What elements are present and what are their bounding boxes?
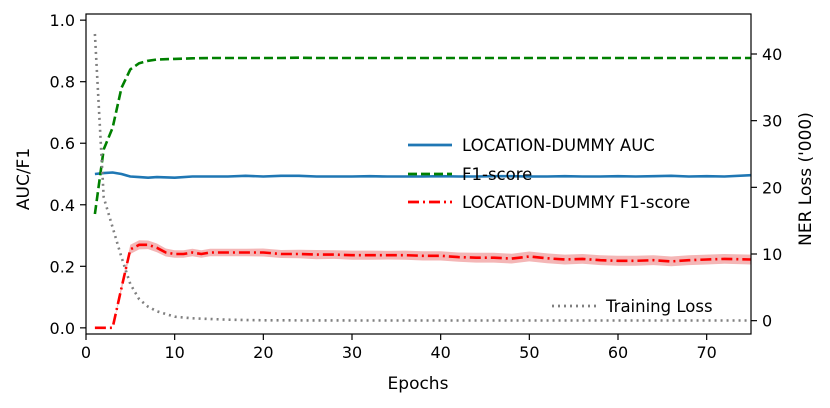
x-tick-label: 60	[608, 343, 628, 362]
x-tick-label: 50	[519, 343, 539, 362]
legend-label-dummy-f1: LOCATION-DUMMY F1-score	[462, 193, 690, 212]
legend-upper: LOCATION-DUMMY AUC F1-score LOCATION-DUM…	[408, 136, 690, 212]
x-tick-label: 30	[342, 343, 362, 362]
line-layer	[93, 33, 752, 330]
right-axis-title: NER Loss ('000)	[796, 112, 816, 246]
left-axis-title: AUC/F1	[14, 148, 34, 210]
series-line-training-loss	[93, 33, 751, 322]
right-tick-label: 40	[762, 45, 782, 64]
left-tick-label: 0.4	[50, 196, 75, 215]
left-tick-label: 0.8	[50, 73, 75, 92]
axes-layer	[85, 13, 752, 335]
x-tick-label: 40	[430, 343, 450, 362]
left-tick-label: 0.0	[50, 319, 75, 338]
left-tick-label: 0.2	[50, 257, 75, 276]
band-location-dummy-f1-score	[94, 240, 751, 328]
legend-label-f1: F1-score	[462, 165, 532, 184]
series-line-location-dummy-f1-score	[94, 243, 752, 330]
right-tick-label: 0	[762, 312, 772, 331]
x-axis-title: Epochs	[388, 374, 449, 394]
band-layer	[94, 240, 751, 328]
x-tick-label: 20	[253, 343, 273, 362]
series-line-f1-score	[93, 56, 751, 215]
left-tick-label: 0.6	[50, 134, 75, 153]
series-line-location-dummy-auc	[94, 171, 752, 179]
legend-label-auc: LOCATION-DUMMY AUC	[462, 136, 655, 155]
x-tick-label: 10	[164, 343, 184, 362]
tick-layer: 0 10 20 30 40 50 60 70 0.0 0.2 0.4 0.6 0.8 1.0 0 10 20 30…	[50, 11, 783, 362]
left-tick-label: 1.0	[50, 11, 75, 30]
legend-label-loss: Training Loss	[605, 297, 713, 316]
legend-lower: Training Loss	[552, 297, 713, 316]
plot-frame	[85, 13, 752, 335]
x-tick-label: 0	[81, 343, 91, 362]
x-tick-label: 70	[696, 343, 716, 362]
right-tick-label: 20	[762, 178, 782, 197]
right-tick-label: 10	[762, 245, 782, 264]
right-tick-label: 30	[762, 112, 782, 131]
